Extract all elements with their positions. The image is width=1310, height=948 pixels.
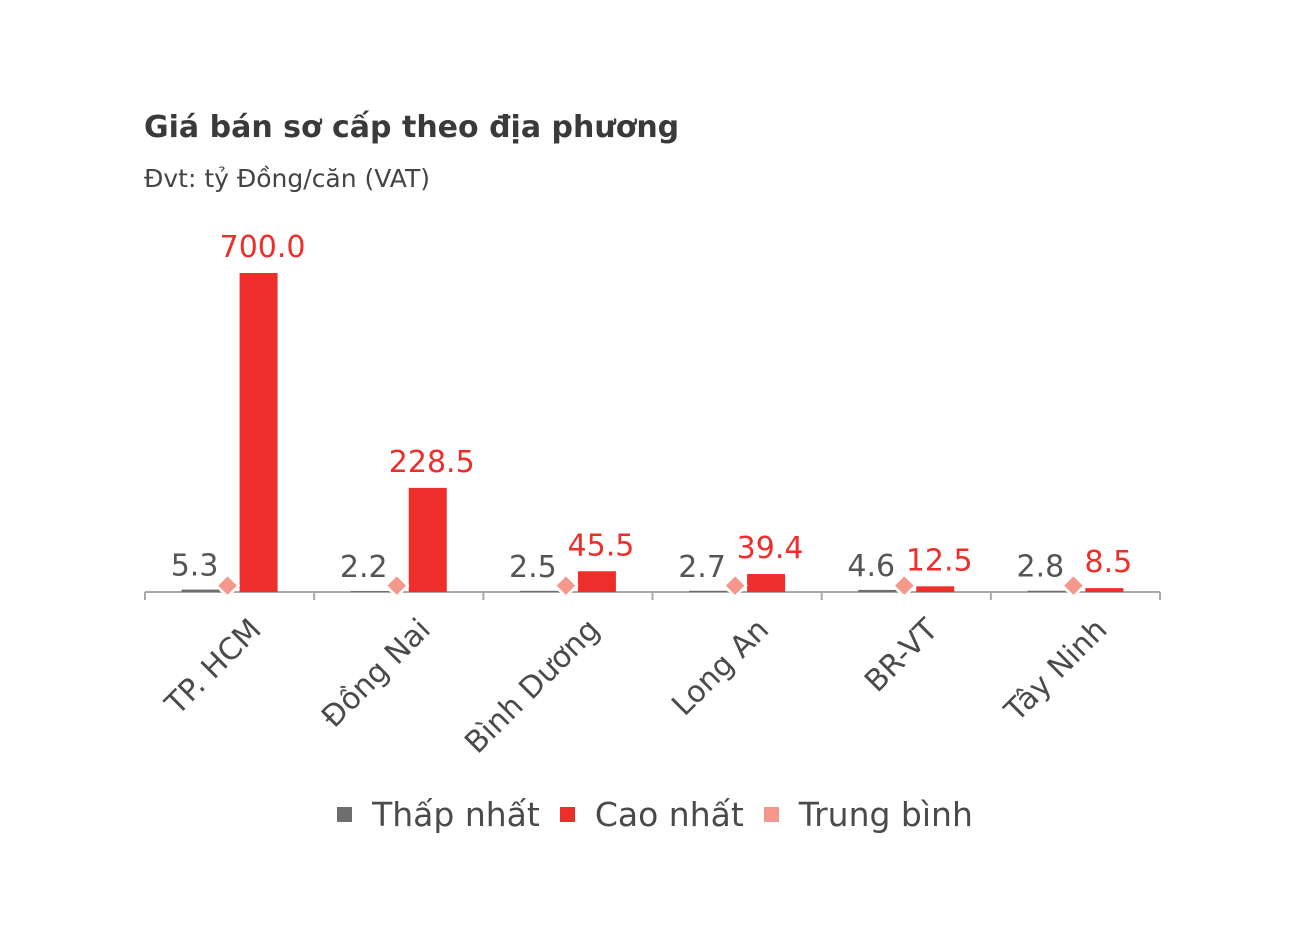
marker-avg-tay-ninh — [1060, 572, 1087, 599]
bar-max-binh-duong — [577, 571, 616, 592]
legend-label-cao-nhat: Cao nhất — [594, 795, 744, 834]
category-label-layer: TP. HCM Đồng Nai Bình Dương Long An BR-VT Tây… — [158, 612, 1114, 761]
category-label-long-an: Long An — [665, 612, 776, 723]
category-label-tp-hcm: TP. HCM — [158, 612, 268, 722]
legend-item-thap-nhat: Thấp nhất — [337, 795, 540, 834]
bar-min-tay-ninh — [1027, 590, 1066, 592]
label-min-dong-nai: 2.2 — [340, 550, 388, 585]
x-axis — [144, 591, 1161, 600]
legend: Thấp nhất Cao nhất Trung bình — [0, 795, 1310, 834]
label-min-br-vt: 4.6 — [847, 549, 895, 584]
label-max-br-vt: 12.5 — [906, 543, 973, 578]
bar-max-tp-hcm — [239, 273, 278, 592]
average-marker-layer — [214, 572, 1087, 599]
legend-item-trung-binh: Trung bình — [763, 795, 973, 834]
label-max-binh-duong: 45.5 — [568, 528, 635, 563]
category-label-tay-ninh: Tây Ninh — [997, 612, 1114, 729]
bar-min-tp-hcm — [181, 589, 220, 592]
label-max-tp-hcm: 700.0 — [220, 230, 306, 265]
label-min-long-an: 2.7 — [678, 550, 726, 585]
bar-min-br-vt — [858, 589, 897, 592]
bar-max-long-an — [747, 574, 786, 592]
legend-swatch-cao-nhat — [559, 807, 575, 822]
bar-min-binh-duong — [519, 590, 558, 592]
label-max-tay-ninh: 8.5 — [1085, 545, 1133, 580]
category-label-binh-duong: Bình Dương — [458, 612, 607, 761]
legend-label-thap-nhat: Thấp nhất — [372, 795, 540, 834]
marker-avg-tp-hcm — [214, 572, 241, 599]
label-min-binh-duong: 2.5 — [509, 550, 557, 585]
bar-max-dong-nai — [408, 487, 447, 592]
bar-layer — [181, 273, 1124, 592]
label-min-tay-ninh: 2.8 — [1017, 550, 1065, 585]
bar-max-br-vt — [916, 586, 955, 592]
marker-avg-binh-duong — [553, 572, 579, 599]
marker-avg-br-vt — [891, 572, 918, 599]
chart-subtitle: Đvt: tỷ Đồng/căn (VAT) — [144, 164, 430, 193]
label-max-dong-nai: 228.5 — [389, 445, 475, 480]
legend-swatch-thap-nhat — [337, 807, 353, 822]
label-max-long-an: 39.4 — [737, 531, 804, 566]
bar-min-dong-nai — [350, 590, 389, 592]
marker-avg-long-an — [722, 572, 748, 599]
marker-avg-dong-nai — [383, 572, 410, 599]
data-label-layer: 5.3 700.0 2.2 228.5 2.5 45.5 2.7 39.4 4.6 12.5 2.8… — [171, 230, 1133, 585]
bar-min-long-an — [689, 590, 728, 592]
category-label-dong-nai: Đồng Nai — [315, 612, 438, 735]
label-min-tp-hcm: 5.3 — [171, 549, 219, 584]
legend-swatch-trung-binh — [763, 807, 779, 822]
bar-max-tay-ninh — [1085, 588, 1124, 592]
category-label-br-vt: BR-VT — [858, 612, 946, 700]
legend-label-trung-binh: Trung bình — [798, 795, 973, 834]
legend-item-cao-nhat: Cao nhất — [559, 795, 744, 834]
chart-title: Giá bán sơ cấp theo địa phương — [144, 110, 680, 145]
